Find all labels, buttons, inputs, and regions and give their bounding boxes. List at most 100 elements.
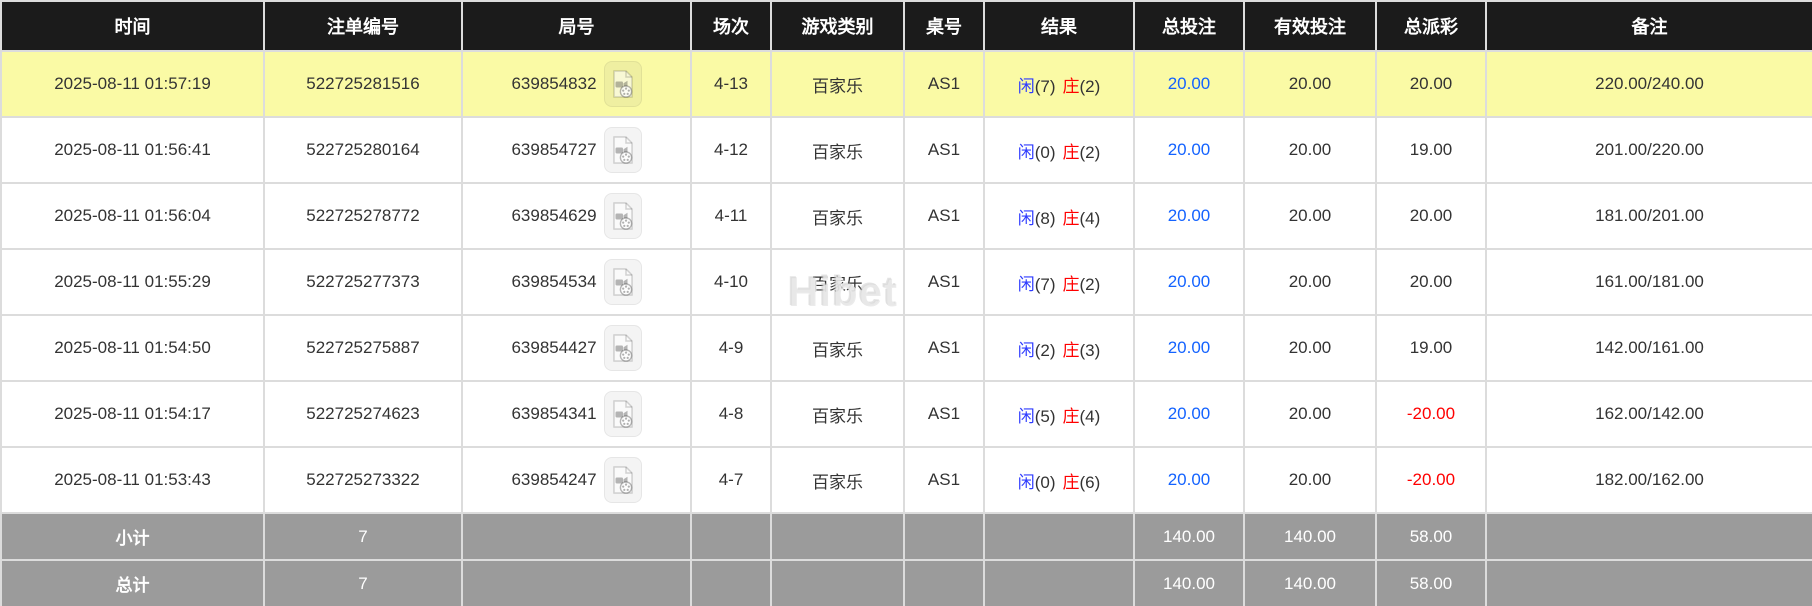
video-replay-icon <box>611 333 635 363</box>
column-header-remark: 备注 <box>1485 0 1812 52</box>
cell-total-bet: 20.00 <box>1133 116 1245 184</box>
cell-game-type: 百家乐 <box>770 446 905 514</box>
result-player-score: (7) <box>1034 274 1056 294</box>
cell-table-no: AS1 <box>903 182 985 250</box>
video-replay-button[interactable] <box>603 127 642 173</box>
video-replay-button[interactable] <box>603 391 642 437</box>
cell-bet-id: 522725278772 <box>263 182 463 250</box>
cell-payout: 19.00 <box>1375 314 1487 382</box>
cell-time: 2025-08-11 01:54:50 <box>0 314 265 382</box>
result-banker-score: (4) <box>1079 406 1101 426</box>
cell-table-no: AS1 <box>903 50 985 118</box>
column-header-session: 场次 <box>690 0 772 52</box>
result-banker-score: (3) <box>1079 340 1101 360</box>
cell-time: 2025-08-11 01:53:43 <box>0 446 265 514</box>
footer-count: 7 <box>263 559 463 606</box>
cell-remark: 161.00/181.00 <box>1485 248 1812 316</box>
result-player-label: 闲 <box>1017 472 1035 492</box>
cell-table-no: AS1 <box>903 380 985 448</box>
cell-total-bet: 20.00 <box>1133 314 1245 382</box>
cell-result: 闲(2) 庄(3) <box>983 314 1135 382</box>
video-replay-icon <box>611 267 635 297</box>
result-player-label: 闲 <box>1017 208 1035 228</box>
cell-game-type: 百家乐 <box>770 50 905 118</box>
cell-time: 2025-08-11 01:56:41 <box>0 116 265 184</box>
result-player-label: 闲 <box>1017 142 1035 162</box>
table-body: 2025-08-11 01:57:19 522725281516 6398548… <box>0 50 1812 514</box>
video-replay-button[interactable] <box>603 457 642 503</box>
cell-time: 2025-08-11 01:57:19 <box>0 50 265 118</box>
round-number: 639854832 <box>511 74 597 93</box>
total-bet-link[interactable]: 20.00 <box>1167 404 1211 423</box>
column-header-bet-id: 注单编号 <box>263 0 463 52</box>
total-bet-link[interactable]: 20.00 <box>1167 140 1211 159</box>
result-player-score: (0) <box>1034 472 1056 492</box>
round-number: 639854727 <box>511 140 597 159</box>
result-banker-score: (2) <box>1079 76 1101 96</box>
cell-valid-bet: 20.00 <box>1243 380 1377 448</box>
result-banker-score: (4) <box>1079 208 1101 228</box>
footer-valid-bet: 140.00 <box>1243 559 1377 606</box>
result-banker-score: (6) <box>1079 472 1101 492</box>
video-replay-button[interactable] <box>603 259 642 305</box>
result-banker-label: 庄 <box>1062 340 1080 360</box>
result-player-score: (0) <box>1034 142 1056 162</box>
total-bet-link[interactable]: 20.00 <box>1167 272 1211 291</box>
cell-remark: 162.00/142.00 <box>1485 380 1812 448</box>
footer-empty-result <box>983 512 1135 561</box>
table-row: 2025-08-11 01:56:04 522725278772 6398546… <box>0 182 1812 250</box>
round-number: 639854247 <box>511 470 597 489</box>
cell-result: 闲(8) 庄(4) <box>983 182 1135 250</box>
total-bet-link[interactable]: 20.00 <box>1167 206 1211 225</box>
footer-payout: 58.00 <box>1375 512 1487 561</box>
cell-valid-bet: 20.00 <box>1243 314 1377 382</box>
cell-session: 4-10 <box>690 248 772 316</box>
video-replay-button[interactable] <box>603 61 642 107</box>
result-player-label: 闲 <box>1017 340 1035 360</box>
cell-remark: 201.00/220.00 <box>1485 116 1812 184</box>
footer-empty-remark <box>1485 559 1812 606</box>
round-number: 639854534 <box>511 272 597 291</box>
round-number: 639854427 <box>511 338 597 357</box>
cell-remark: 220.00/240.00 <box>1485 50 1812 118</box>
cell-total-bet: 20.00 <box>1133 380 1245 448</box>
table-row: 2025-08-11 01:57:19 522725281516 6398548… <box>0 50 1812 118</box>
cell-game-type: 百家乐 <box>770 116 905 184</box>
round-number: 639854629 <box>511 206 597 225</box>
result-player-score: (8) <box>1034 208 1056 228</box>
result-banker-label: 庄 <box>1062 472 1080 492</box>
footer-row-total: 总计 7 140.00 140.00 58.00 <box>0 559 1812 606</box>
video-replay-button[interactable] <box>603 325 642 371</box>
cell-bet-id: 522725281516 <box>263 50 463 118</box>
footer-empty-table-no <box>903 512 985 561</box>
cell-bet-id: 522725277373 <box>263 248 463 316</box>
cell-result: 闲(0) 庄(6) <box>983 446 1135 514</box>
cell-round: 639854247 <box>461 446 692 514</box>
footer-valid-bet: 140.00 <box>1243 512 1377 561</box>
footer-row-subtotal: 小计 7 140.00 140.00 58.00 <box>0 512 1812 561</box>
cell-payout: 20.00 <box>1375 248 1487 316</box>
cell-bet-id: 522725275887 <box>263 314 463 382</box>
video-replay-button[interactable] <box>603 193 642 239</box>
column-header-time: 时间 <box>0 0 265 52</box>
cell-game-type: 百家乐 <box>770 182 905 250</box>
table-row: 2025-08-11 01:55:29 522725277373 6398545… <box>0 248 1812 316</box>
total-bet-link[interactable]: 20.00 <box>1167 470 1211 489</box>
cell-time: 2025-08-11 01:54:17 <box>0 380 265 448</box>
footer-label: 小计 <box>0 512 265 561</box>
result-player-label: 闲 <box>1017 406 1035 426</box>
cell-session: 4-8 <box>690 380 772 448</box>
total-bet-link[interactable]: 20.00 <box>1167 338 1211 357</box>
column-header-game-type: 游戏类别 <box>770 0 905 52</box>
column-header-round: 局号 <box>461 0 692 52</box>
cell-time: 2025-08-11 01:55:29 <box>0 248 265 316</box>
cell-game-type: 百家乐 <box>770 380 905 448</box>
result-banker-label: 庄 <box>1062 142 1080 162</box>
total-bet-link[interactable]: 20.00 <box>1167 74 1211 93</box>
table-row: 2025-08-11 01:56:41 522725280164 6398547… <box>0 116 1812 184</box>
footer-empty-game-type <box>770 512 905 561</box>
cell-valid-bet: 20.00 <box>1243 446 1377 514</box>
cell-remark: 142.00/161.00 <box>1485 314 1812 382</box>
column-header-valid-bet: 有效投注 <box>1243 0 1377 52</box>
footer-empty-result <box>983 559 1135 606</box>
